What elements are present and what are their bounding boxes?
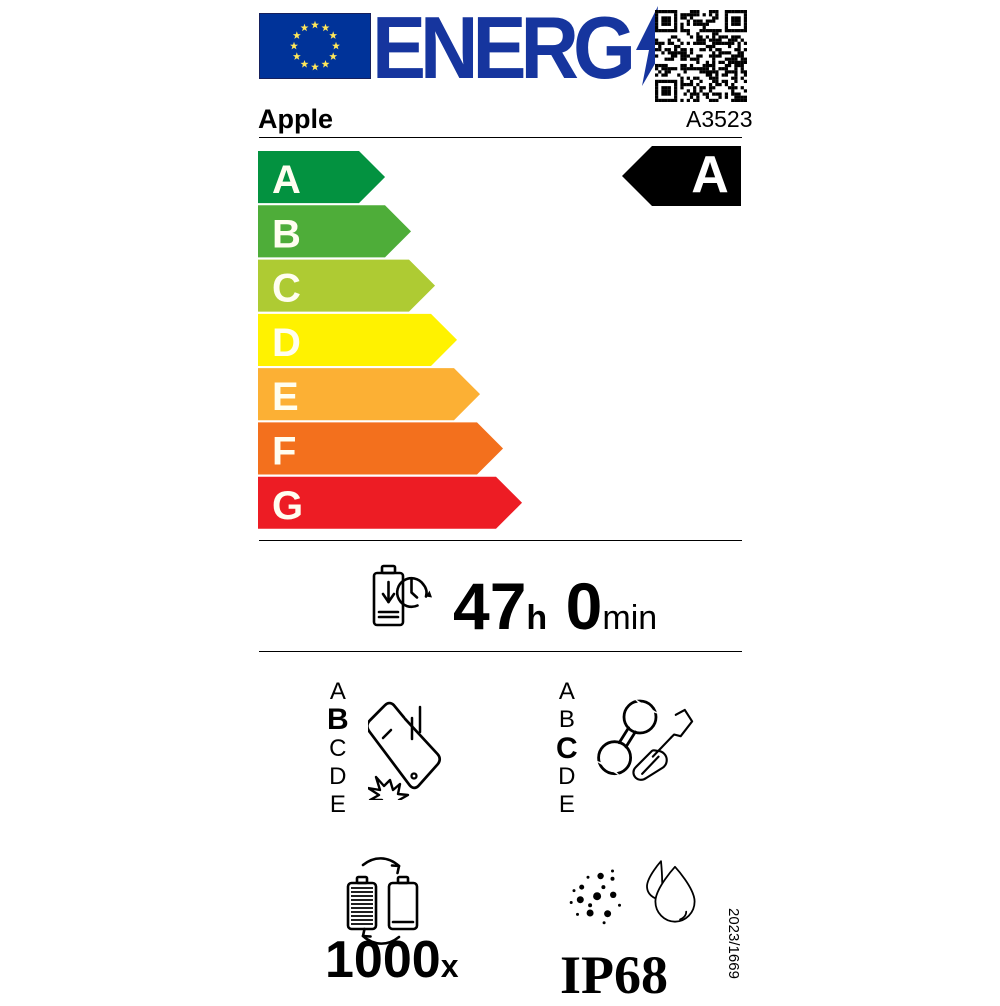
- svg-text:D: D: [272, 321, 301, 365]
- svg-text:E: E: [272, 375, 299, 419]
- svg-text:G: G: [272, 484, 303, 528]
- svg-text:C: C: [272, 267, 301, 311]
- svg-text:A: A: [691, 146, 729, 204]
- svg-text:F: F: [272, 429, 296, 473]
- svg-text:B: B: [272, 212, 301, 256]
- svg-text:A: A: [272, 158, 301, 202]
